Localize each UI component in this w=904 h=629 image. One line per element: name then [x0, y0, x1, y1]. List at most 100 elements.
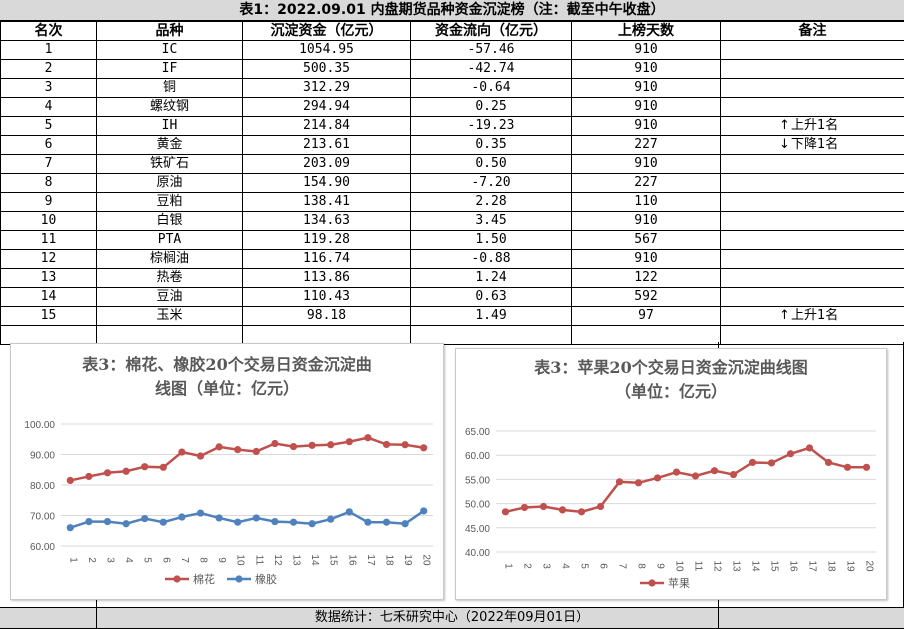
x-tick-label: 3	[105, 557, 116, 563]
x-tick-label: 15	[328, 554, 339, 566]
cell-name: 白银	[97, 212, 243, 231]
data-point	[104, 518, 111, 525]
data-point	[216, 443, 223, 450]
x-tick-label: 20	[421, 554, 432, 566]
chart-svg: 表3：苹果20个交易日资金沉淀曲线图（单位：亿元）40.0045.0050.00…	[456, 349, 886, 599]
data-point	[540, 503, 547, 510]
cell-amount: 113.86	[243, 269, 411, 288]
data-point	[104, 469, 111, 476]
x-tick-label: 11	[693, 561, 704, 572]
x-tick-label: 6	[160, 557, 171, 563]
cell-days: 910	[572, 79, 721, 98]
series-line-棉花	[70, 438, 423, 481]
note-text: 上升1名	[791, 308, 838, 323]
cell-name: 原油	[97, 174, 243, 193]
cell-name: IH	[97, 117, 243, 136]
note-text: 上升1名	[791, 118, 838, 133]
cell-note	[721, 98, 904, 117]
cell-name: 热卷	[97, 269, 243, 288]
data-point	[768, 459, 775, 466]
data-point	[383, 441, 390, 448]
x-tick-label: 3	[541, 563, 552, 569]
data-point	[271, 440, 278, 447]
x-tick-label: 7	[179, 557, 190, 563]
cell-flow: -57.46	[411, 41, 572, 60]
data-point	[327, 441, 334, 448]
data-point	[253, 448, 260, 455]
cell-name: 玉米	[97, 307, 243, 326]
x-tick-label: 14	[309, 554, 320, 566]
data-point	[85, 518, 92, 525]
cell-rank: 15	[1, 307, 97, 326]
cell-name: 豆粕	[97, 193, 243, 212]
data-point	[787, 450, 794, 457]
data-point	[216, 514, 223, 521]
chart-title: （单位：亿元）	[615, 382, 727, 401]
arrow-down-icon: ↓	[779, 136, 791, 154]
x-tick-label: 6	[598, 563, 609, 569]
data-point	[616, 478, 623, 485]
cell-rank: 12	[1, 250, 97, 269]
cell-flow: -42.74	[411, 60, 572, 79]
cell-flow: 0.25	[411, 98, 572, 117]
legend-marker	[648, 579, 655, 586]
cell-days: 227	[572, 136, 721, 155]
y-tick-label: 45.00	[465, 524, 490, 535]
data-point	[160, 519, 167, 526]
cell-rank: 8	[1, 174, 97, 193]
data-point	[178, 513, 185, 520]
x-tick-label: 11	[253, 555, 264, 566]
footer: 数据统计：七禾研究中心（2022年09月01日）	[0, 607, 904, 629]
x-tick-label: 20	[864, 560, 875, 572]
x-tick-label: 9	[655, 563, 666, 569]
cell-amount: 500.35	[243, 60, 411, 79]
cell-note	[721, 231, 904, 250]
data-point	[271, 518, 278, 525]
data-point	[141, 463, 148, 470]
cell-name: IC	[97, 41, 243, 60]
grid-line	[96, 608, 97, 628]
cell-days: 97	[572, 307, 721, 326]
data-point	[420, 444, 427, 451]
x-tick-label: 1	[503, 563, 514, 569]
x-tick-label: 18	[384, 554, 395, 566]
cell-name: 铜	[97, 79, 243, 98]
cell-flow: 2.28	[411, 193, 572, 212]
header-name: 品种	[97, 22, 243, 41]
cell-days: 910	[572, 41, 721, 60]
x-tick-label: 8	[198, 557, 209, 563]
cell-flow: -0.64	[411, 79, 572, 98]
cell-flow: 3.45	[411, 212, 572, 231]
data-point	[654, 474, 661, 481]
cell-flow: 0.63	[411, 288, 572, 307]
cell-days: 910	[572, 250, 721, 269]
data-point	[85, 473, 92, 480]
cell-days: 910	[572, 212, 721, 231]
x-tick-label: 2	[86, 557, 97, 563]
data-point	[711, 467, 718, 474]
x-tick-label: 19	[402, 554, 413, 566]
cell-days: 910	[572, 98, 721, 117]
data-point	[346, 508, 353, 515]
cell-rank: 7	[1, 155, 97, 174]
cell-days: 122	[572, 269, 721, 288]
data-point	[749, 459, 756, 466]
data-point	[309, 442, 316, 449]
cell-days: 910	[572, 155, 721, 174]
x-tick-label: 14	[750, 560, 761, 572]
cell-amount: 154.90	[243, 174, 411, 193]
cell-note	[721, 41, 904, 60]
x-tick-label: 15	[769, 560, 780, 572]
cell-amount: 119.28	[243, 231, 411, 250]
data-point	[67, 477, 74, 484]
cell-days: 567	[572, 231, 721, 250]
